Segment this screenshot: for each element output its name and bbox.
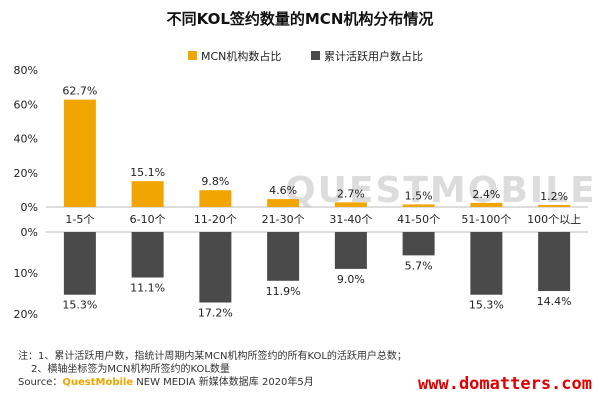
top-bar-label: 1.5% <box>405 189 433 202</box>
source-suffix: NEW MEDIA 新媒体数据库 2020年5月 <box>133 377 314 388</box>
source-line: Source：QuestMobile NEW MEDIA 新媒体数据库 2020… <box>18 376 588 389</box>
note-line-1: 注：1、累计活跃用户数，指统计周期内某MCN机构所签约的所有KOL的活跃用户总数… <box>18 351 407 362</box>
category-label: 1-5个 <box>65 213 94 226</box>
chart: QUESTMOBILE 不同KOL签约数量的MCN机构分布情况 MCN机构数占比… <box>14 10 595 321</box>
category-label: 6-10个 <box>130 213 166 226</box>
top-axis-tick: 0% <box>21 201 38 214</box>
source-prefix: Source： <box>18 377 63 388</box>
category-label: 51-100个 <box>461 213 511 226</box>
top-bar-label: 9.8% <box>201 175 229 188</box>
top-bar <box>199 190 232 207</box>
top-bar <box>538 204 571 207</box>
bottom-bar <box>131 232 164 278</box>
top-bar-label: 62.7% <box>62 85 97 98</box>
category-labels: 1-5个 6-10个 11-20个 21-30个 31-40个 41-50个 51-100个… <box>65 213 581 226</box>
bottom-bar <box>402 232 435 256</box>
top-bar-label: 2.4% <box>472 188 500 201</box>
note-line-2: 2、横轴坐标签为MCN机构所签约的KOL数量 <box>31 364 230 375</box>
category-label: 41-50个 <box>397 213 440 226</box>
top-bar <box>267 199 300 207</box>
bottom-bar-label: 9.0% <box>337 273 365 286</box>
legend-swatch-1 <box>188 51 197 60</box>
bottom-bar-label: 5.7% <box>405 259 433 272</box>
bottom-bar-label: 15.3% <box>62 299 97 312</box>
top-bar-label: 15.1% <box>130 166 165 179</box>
site-watermark: www.domatters.com <box>418 374 592 394</box>
bottom-bar <box>470 232 503 295</box>
bottom-bar-label: 17.2% <box>198 307 233 320</box>
top-axis-tick: 20% <box>14 167 38 180</box>
top-bar <box>470 202 503 207</box>
bottom-bar <box>267 232 300 281</box>
category-label: 31-40个 <box>329 213 372 226</box>
top-bar <box>63 99 96 207</box>
top-bar <box>402 204 435 207</box>
legend-label-1: MCN机构数占比 <box>201 49 281 63</box>
legend: MCN机构数占比 累计活跃用户数占比 <box>188 49 423 63</box>
bottom-bar <box>199 232 232 303</box>
bottom-bar-label: 11.9% <box>266 285 301 298</box>
notes: 注：1、累计活跃用户数，指统计周期内某MCN机构所签约的所有KOL的活跃用户总数… <box>18 350 588 389</box>
bottom-bar-label: 15.3% <box>469 299 504 312</box>
bottom-bar-label: 14.4% <box>537 295 572 308</box>
top-bar <box>131 181 164 207</box>
bottom-bar <box>63 232 96 295</box>
bottom-axis-tick: 20% <box>14 308 38 321</box>
bars: 62.7% 15.3% 15.1% 11.1% 9.8% 17.2% 4.6% 11.9% 2.… <box>62 85 571 320</box>
chart-title: 不同KOL签约数量的MCN机构分布情况 <box>167 10 434 28</box>
bottom-axis-tick: 0% <box>21 226 38 239</box>
legend-swatch-2 <box>311 51 320 60</box>
top-bar-label: 2.7% <box>337 187 365 200</box>
top-bar-label: 1.2% <box>540 190 568 203</box>
top-bar-label: 4.6% <box>269 184 297 197</box>
top-axis-tick: 40% <box>14 133 38 146</box>
bottom-bar <box>334 232 367 269</box>
source-brand: QuestMobile <box>62 377 134 388</box>
bottom-bar <box>538 232 571 292</box>
bottom-bar-label: 11.1% <box>130 282 165 295</box>
legend-label-2: 累计活跃用户数占比 <box>324 49 423 63</box>
category-label: 11-20个 <box>194 213 237 226</box>
bottom-axis-tick: 10% <box>14 267 38 280</box>
category-label: 100个以上 <box>527 213 581 226</box>
top-axis-tick: 80% <box>14 64 38 77</box>
top-axis-tick: 60% <box>14 98 38 111</box>
category-label: 21-30个 <box>262 213 305 226</box>
top-bar <box>334 202 367 207</box>
